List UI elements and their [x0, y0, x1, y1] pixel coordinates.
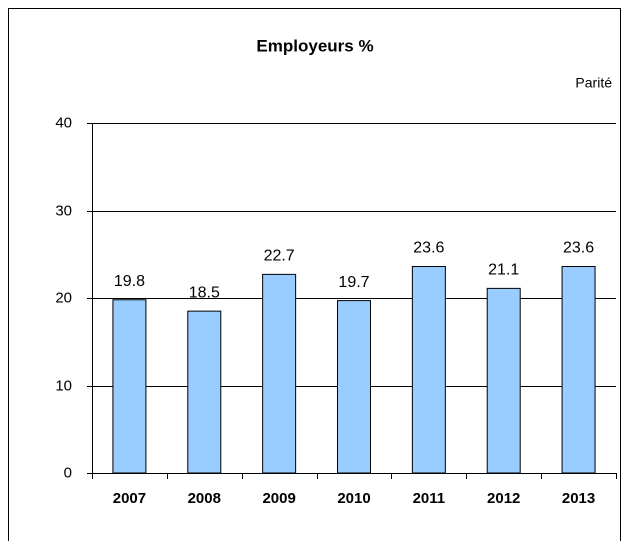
- data-label: 23.6: [413, 240, 444, 257]
- data-label: 23.6: [563, 240, 594, 257]
- bar: [411, 266, 446, 474]
- x-tick-label: 2008: [188, 490, 221, 507]
- chart-title: Employeurs %: [256, 36, 373, 55]
- x-tick-label: 2012: [487, 490, 520, 507]
- bar: [112, 299, 147, 474]
- x-tick-label: 2011: [413, 490, 446, 507]
- y-tick-label: 10: [55, 377, 72, 394]
- data-label: 22.7: [264, 248, 295, 265]
- x-tick-label: 2010: [337, 490, 370, 507]
- bar: [337, 300, 371, 474]
- chart-frame: [8, 8, 621, 541]
- data-label: 19.8: [114, 273, 145, 290]
- x-tick-label: 2009: [262, 490, 295, 507]
- x-tick-label: 2013: [562, 490, 595, 507]
- bar: [262, 273, 297, 474]
- y-tick-label: 40: [55, 114, 72, 131]
- bar: [486, 287, 521, 474]
- y-tick-label: 30: [55, 202, 72, 219]
- data-label: 21.1: [488, 262, 519, 279]
- bar: [187, 310, 222, 474]
- x-tick-label: 2007: [113, 490, 146, 507]
- bar: [561, 266, 596, 474]
- y-tick-label: 20: [55, 289, 72, 306]
- y-tick-label: 0: [64, 464, 72, 481]
- data-label: 19.7: [338, 274, 369, 291]
- legend-label: Parité: [575, 75, 612, 91]
- data-label: 18.5: [189, 284, 220, 301]
